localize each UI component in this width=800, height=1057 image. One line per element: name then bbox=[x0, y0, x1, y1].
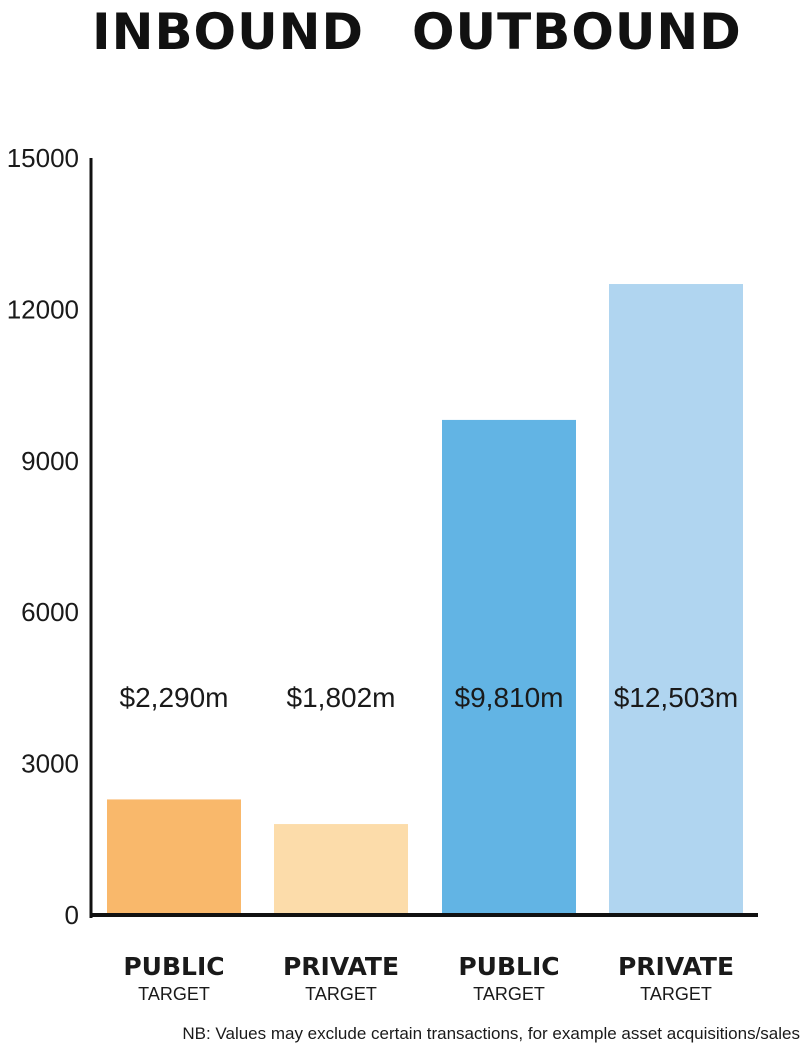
y-axis-ticks: 0 3000 6000 9000 12000 15000 bbox=[7, 143, 79, 930]
category-sublabel-inbound-public: TARGET bbox=[138, 984, 210, 1004]
category-labels: PUBLIC TARGET PRIVATE TARGET PUBLIC TARGET PRI… bbox=[123, 952, 734, 1004]
data-label-outbound-public: $9,810m bbox=[455, 682, 564, 713]
bars bbox=[107, 284, 743, 915]
y-tick-label-12000: 12000 bbox=[7, 294, 79, 324]
bar-chart: 0 3000 6000 9000 12000 15000 $2,290m $1,802m $9… bbox=[7, 143, 758, 1004]
category-label-inbound-private: PRIVATE bbox=[283, 952, 399, 981]
y-tick-label-0: 0 bbox=[65, 900, 79, 930]
category-label-outbound-public: PUBLIC bbox=[458, 952, 559, 981]
data-label-inbound-private: $1,802m bbox=[287, 682, 396, 713]
bar-inbound-public bbox=[107, 799, 241, 915]
category-sublabel-outbound-public: TARGET bbox=[473, 984, 545, 1004]
data-label-inbound-public: $2,290m bbox=[120, 682, 229, 713]
data-label-outbound-private: $12,503m bbox=[614, 682, 739, 713]
y-tick-label-3000: 3000 bbox=[21, 749, 79, 779]
footnote: NB: Values may exclude certain transacti… bbox=[182, 1024, 800, 1043]
y-tick-label-6000: 6000 bbox=[21, 597, 79, 627]
category-label-inbound-public: PUBLIC bbox=[123, 952, 224, 981]
y-tick-label-15000: 15000 bbox=[7, 143, 79, 173]
category-sublabel-outbound-private: TARGET bbox=[640, 984, 712, 1004]
data-labels: $2,290m $1,802m $9,810m $12,503m bbox=[120, 682, 739, 713]
bar-inbound-private bbox=[274, 824, 408, 915]
category-label-outbound-private: PRIVATE bbox=[618, 952, 734, 981]
bar-outbound-private bbox=[609, 284, 743, 915]
y-tick-label-9000: 9000 bbox=[21, 446, 79, 476]
inbound-heading: INBOUND bbox=[92, 3, 365, 61]
category-sublabel-inbound-private: TARGET bbox=[305, 984, 377, 1004]
outbound-heading: OUTBOUND bbox=[412, 3, 742, 61]
bar-outbound-public bbox=[442, 419, 576, 915]
